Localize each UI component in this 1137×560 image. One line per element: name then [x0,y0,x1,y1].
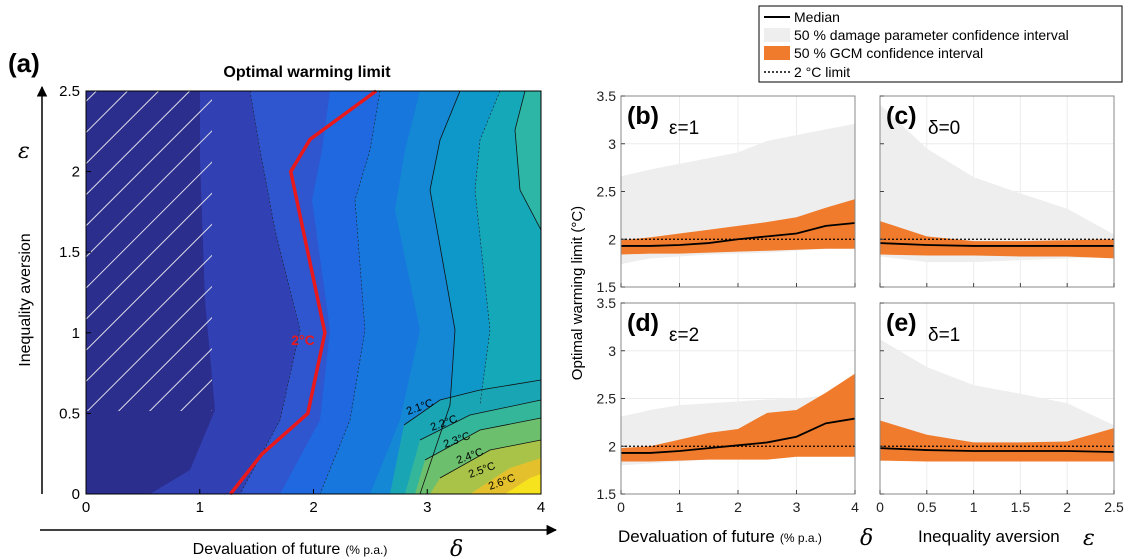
panel-a-xlabel-text: Devaluation of future [193,541,341,558]
legend-label-limit: 2 °C limit [794,64,850,80]
panel-e: 0 0.5 1 1.5 2 2.5 (e) δ=1 [876,302,1124,515]
panel-a-xtick-label-4: 4 [537,499,545,516]
panel-a-ylabel: Inequality aversion [17,233,34,366]
panel-e-xtick-label-0: 0 [876,499,884,515]
contour-line-2-2 [514,91,541,231]
panel-d-ytick-label-3: 3 [608,343,616,359]
legend-label-gcm: 50 % GCM confidence interval [794,45,983,61]
contour-line-2-1 [419,91,461,494]
panel-a-axes: 0 1 2 3 4 0 0.5 1 1.5 2 2.5 [59,83,545,516]
panel-b-gcm-band [621,199,855,255]
panel-a-ylabel-symbol: ε [18,139,30,164]
panel-b-subscript: ε=1 [669,118,699,139]
panel-a-ytick-label-2: 1 [72,325,80,342]
panel-b-ytick-label-3: 3 [608,136,616,152]
contour-line-dotted-3 [474,91,501,406]
panel-e-xtick-label-4: 2 [1063,499,1071,515]
panel-e-subscript: δ=1 [928,325,960,346]
right-xlabel-left: Devaluation of future (% p.a.) [618,527,822,546]
panel-a-ytick-label-1: 0.5 [59,405,80,422]
heatmap-plot-area [86,91,541,494]
right-xlabel-right-symbol: ε [1083,526,1095,551]
right-panels-ylabel: Optimal warming limit (°C) [569,206,586,380]
panel-e-xtick-label-1: 0.5 [917,499,937,515]
panel-a-title: Optimal warming limit [223,64,391,81]
right-panels: 1.5 2 2.5 3 3.5 (b) ε=1 (c) δ=0 0 1 2 3 4 1.5 2 2.5 3 3.5 (… [597,88,1124,515]
panel-d-tag: (d) [627,309,659,337]
panel-c: (c) δ=0 [879,95,1115,288]
panel-a-tag: (a) [8,48,40,78]
contour-lines [239,91,541,494]
hatched-region [86,91,212,411]
panel-a-ytick-label-4: 2 [72,164,80,181]
panel-d-median-line [621,417,856,454]
heatmap-band-8 [515,91,541,230]
panel-a-ytick-label-5: 2.5 [59,83,80,100]
panel-a-xtick-label-1: 1 [196,499,204,516]
panel-e-xtick-label-2: 1 [970,499,978,515]
legend-swatch-damage [764,28,790,42]
right-xlabel-right: Inequality aversion [918,527,1060,546]
panel-b-ytick-label-1: 2 [608,231,616,247]
panel-e-damage-band [880,339,1114,461]
panel-c-gcm-band [880,221,1114,259]
panel-e-tag: (e) [886,309,917,337]
panel-b: 1.5 2 2.5 3 3.5 (b) ε=1 [597,88,856,295]
legend-label-median: Median [794,9,840,25]
contour-line-dotted-1 [239,91,301,494]
panel-a-xtick-label-2: 2 [309,499,317,516]
right-xlabel-left-unit: (% p.a.) [780,531,822,545]
panel-e-xtick-label-5: 2.5 [1104,499,1124,515]
panel-b-ytick-label-0: 1.5 [597,279,617,295]
panel-d-xtick-label-3: 3 [793,499,801,515]
panel-a-xlabel-symbol: δ [450,537,463,560]
red-contour-label: 2°C [291,332,315,348]
contour-line-2-4 [419,399,541,441]
panel-a-xtick-label-3: 3 [423,499,431,516]
contour-line-2-5 [424,417,541,461]
panel-a-xtick-label-0: 0 [82,499,90,516]
legend-swatch-gcm [764,46,790,60]
panel-d-xtick-label-1: 1 [676,499,684,515]
panel-d-ytick-label-2: 2.5 [597,391,617,407]
panel-d-ytick-label-0: 1.5 [597,486,617,502]
panel-a: (a) Optimal warming limit [8,48,558,560]
contour-line-dotted-2 [319,91,381,494]
panel-b-ytick-label-4: 3.5 [597,88,617,104]
panel-d-gcm-band [621,373,855,462]
right-xlabel-left-symbol: δ [860,526,873,551]
panel-a-xlabel-unit: (% p.a.) [345,543,387,557]
panel-a-ytick-label-0: 0 [72,486,80,503]
panel-d-xtick-label-4: 4 [851,499,859,515]
right-xlabel-left-text: Devaluation of future [618,527,775,546]
panel-d: 0 1 2 3 4 1.5 2 2.5 3 3.5 (d) ε=2 [597,295,860,515]
panel-d-ytick-label-4: 3.5 [597,295,617,311]
legend-box [758,5,1123,83]
contour-line-2-3 [403,379,541,426]
contour-line-2-6 [439,439,541,479]
panel-d-subscript: ε=2 [669,325,699,346]
panel-c-tag: (c) [886,102,917,130]
panel-a-ytick-label-3: 1.5 [59,244,80,261]
panel-d-ytick-label-1: 2 [608,438,616,454]
panel-d-xtick-label-2: 2 [734,499,742,515]
heatmap-band-14 [505,474,541,494]
legend: Median 50 % damage parameter confidence … [758,5,1123,83]
panel-c-subscript: δ=0 [928,118,960,139]
panel-b-tag: (b) [627,102,659,130]
panel-d-xtick-label-0: 0 [617,499,625,515]
panel-e-median-line [879,447,1115,453]
panel-a-xlabel: Devaluation of future (% p.a.) [193,541,388,558]
legend-label-damage: 50 % damage parameter confidence interva… [794,27,1069,43]
panel-b-median-line [621,222,856,247]
panel-c-damage-band [880,104,1114,263]
red-2c-contour [229,89,378,496]
panel-e-xtick-label-3: 1.5 [1011,499,1031,515]
panel-c-median-line [879,242,1114,247]
panel-b-ytick-label-2: 2.5 [597,184,617,200]
